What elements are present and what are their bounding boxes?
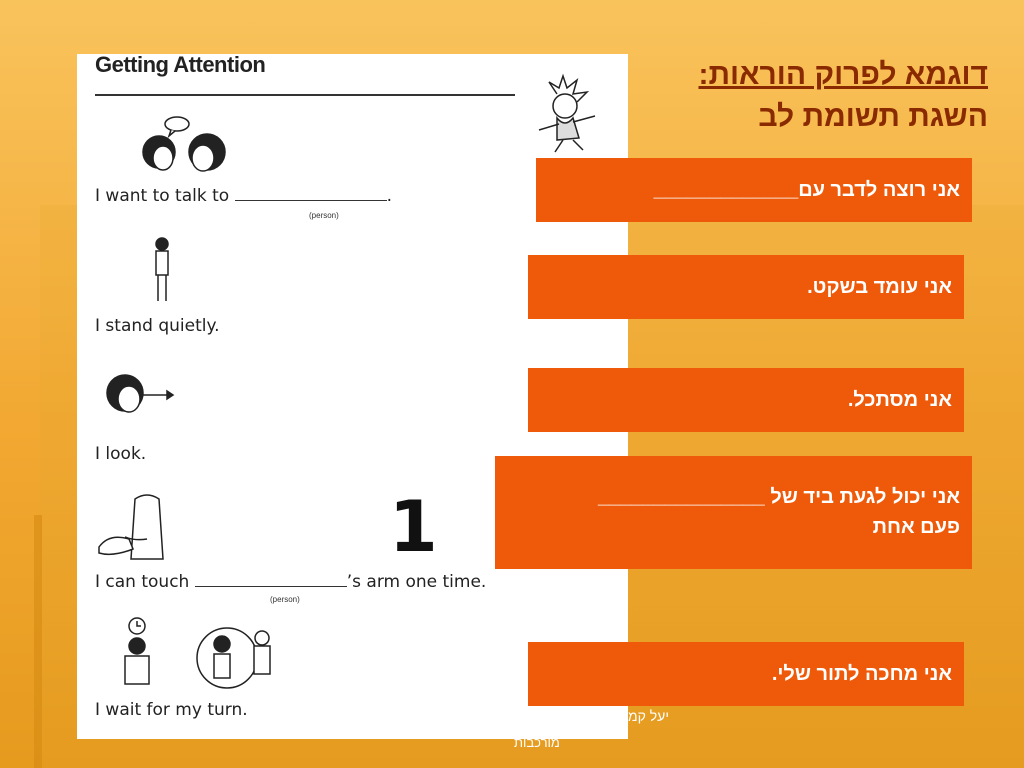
footer-author: יעל קמ <box>628 708 669 724</box>
two-people-talking-icon <box>142 116 226 172</box>
slide-title-line1: דוגמא לפרוק הוראות: <box>698 58 988 91</box>
worksheet-line-stand: I stand quietly. <box>95 316 220 336</box>
worksheet-line-talk-end: . <box>386 186 392 206</box>
standing-child-icon <box>155 237 169 301</box>
waiting-turn-icon <box>124 617 271 689</box>
translation-box-wait-text: אני מחכה לתור שלי. <box>771 663 952 685</box>
worksheet-blank-1 <box>234 186 387 201</box>
worksheet-number: 1 <box>389 486 438 568</box>
slide-title-line2: השגת תשומת לב <box>758 100 988 133</box>
worksheet-line-touch: I can touch ’s arm one time. <box>95 572 486 592</box>
background-edge <box>34 515 42 768</box>
footer-subtitle: מורכבות <box>514 735 560 750</box>
translation-box-talk: אני רוצה לדבר עם_____________ <box>536 158 972 222</box>
translation-box-wait: אני מחכה לתור שלי. <box>528 642 964 706</box>
worksheet-line-touch-start: I can touch <box>95 572 190 592</box>
translation-box-stand-text: אני עומד בשקט. <box>807 276 952 298</box>
translation-box-stand: אני עומד בשקט. <box>528 255 964 319</box>
slide-title: דוגמא לפרוק הוראות: השגת תשומת לב <box>628 54 988 138</box>
person-label-1: (person) <box>309 211 339 220</box>
translation-box-look: אני מסתכל. <box>528 368 964 432</box>
worksheet-line-talk: I want to talk to . <box>95 186 392 206</box>
touching-arm-icon <box>98 494 164 560</box>
person-label-2: (person) <box>270 595 300 604</box>
worksheet-blank-2 <box>194 572 347 587</box>
worksheet-line-wait: I wait for my turn. <box>95 700 248 720</box>
translation-box-touch-line1: אני יכול לגעת ביד של _______________ <box>597 486 960 508</box>
worksheet-line-talk-text: I want to talk to <box>95 186 230 206</box>
worksheet-heading: Getting Attention <box>95 54 266 77</box>
worksheet-line-touch-end: ’s arm one time. <box>346 572 487 592</box>
translation-box-look-text: אני מסתכל. <box>847 389 952 411</box>
worksheet-line-look: I look. <box>95 444 147 464</box>
cartoon-boy-icon <box>538 73 596 153</box>
translation-box-touch: אני יכול לגעת ביד של _______________ פעם… <box>495 456 972 569</box>
looking-child-icon <box>106 374 175 413</box>
translation-box-talk-text: אני רוצה לדבר עם_____________ <box>653 179 960 201</box>
worksheet-rule <box>95 94 515 96</box>
translation-box-touch-line2: פעם אחת <box>872 516 960 538</box>
